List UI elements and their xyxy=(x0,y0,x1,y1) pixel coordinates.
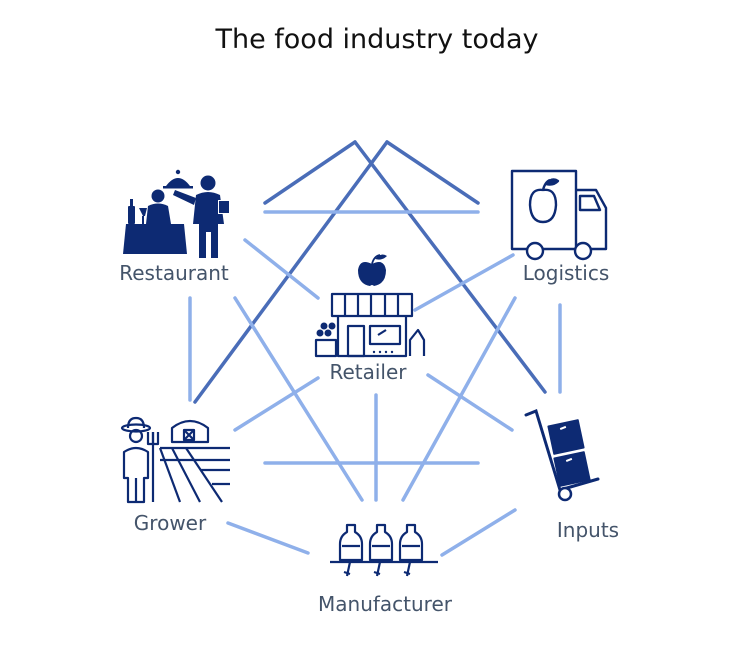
connector-light-7 xyxy=(413,253,515,312)
connector-dark-3 xyxy=(193,140,389,404)
restaurant-icon xyxy=(123,169,230,258)
connector-light-9 xyxy=(233,376,320,432)
connector-light-8 xyxy=(401,296,517,502)
farmer-icon xyxy=(120,416,230,504)
node-label-logistics: Logistics xyxy=(523,261,610,285)
node-label-inputs: Inputs xyxy=(557,518,619,542)
store-icon xyxy=(314,254,426,358)
node-label-restaurant: Restaurant xyxy=(119,261,229,285)
connector-dark-4 xyxy=(385,140,480,205)
connector-light-13 xyxy=(440,508,517,557)
truck-icon xyxy=(510,169,608,261)
node-label-grower: Grower xyxy=(134,511,207,535)
diagram-title: The food industry today xyxy=(215,24,539,55)
connector-dark-2 xyxy=(353,140,547,394)
connector-light-10 xyxy=(426,373,514,432)
connector-light-5 xyxy=(243,238,320,300)
connector-light-12 xyxy=(226,521,310,555)
node-label-retailer: Retailer xyxy=(329,360,407,384)
hand-truck-icon xyxy=(524,409,600,502)
node-label-manufacturer: Manufacturer xyxy=(318,592,453,616)
connection-lines xyxy=(188,140,562,557)
connector-dark-1 xyxy=(263,140,357,205)
connector-light-6 xyxy=(233,296,364,502)
factory-bottles-icon xyxy=(330,523,438,577)
